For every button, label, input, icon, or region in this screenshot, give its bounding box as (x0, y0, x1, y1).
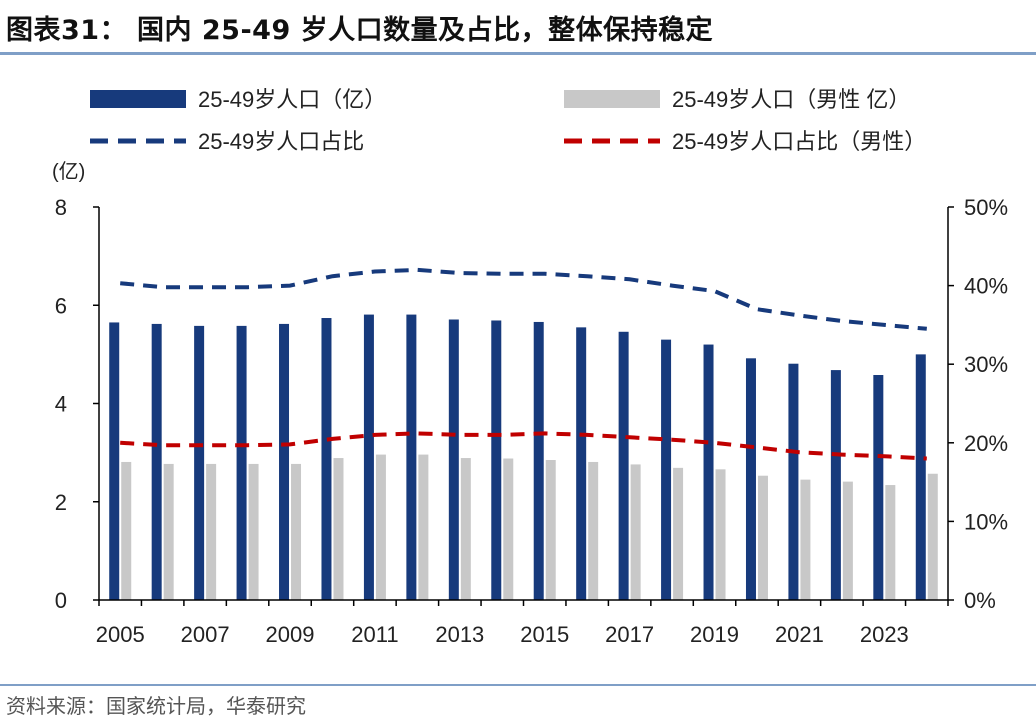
x-tick-label: 2011 (351, 622, 398, 647)
bar-total-2014 (491, 320, 502, 600)
bar-total-2011 (363, 314, 374, 600)
x-tick-label: 2013 (435, 622, 484, 647)
bar-total-2018 (661, 339, 672, 600)
bar-total-2006 (151, 323, 162, 600)
y-right-tick-label: 10% (964, 509, 1008, 534)
bar-male-2021 (800, 479, 811, 600)
bar-male-2010 (333, 458, 344, 600)
x-tick-label: 2009 (266, 622, 315, 647)
y-right-tick-label: 0% (964, 588, 996, 613)
bar-total-2017 (618, 331, 629, 600)
bar-male-2022 (842, 481, 853, 600)
bar-total-2012 (406, 314, 417, 600)
bar-total-2023 (873, 375, 884, 600)
bar-male-2020 (757, 475, 768, 600)
y-right-tick-label: 30% (964, 352, 1008, 377)
bar-male-2017 (630, 464, 641, 600)
bar-total-2024 (915, 354, 926, 600)
bars (109, 314, 938, 600)
y-left-tick-label: 0 (55, 588, 67, 613)
legend: 25-49岁人口（亿） 25-49岁人口（男性 亿） 25-49岁人口占比 25-49… (90, 87, 926, 154)
bar-male-2024 (927, 473, 938, 600)
bar-male-2016 (588, 461, 599, 600)
bar-total-2010 (321, 318, 332, 600)
bar-male-2012 (418, 454, 429, 600)
legend-swatch-0 (90, 90, 186, 108)
legend-label-2: 25-49岁人口占比 (198, 129, 364, 154)
bar-male-2019 (715, 469, 726, 600)
legend-swatch-1 (564, 90, 660, 108)
title-rule (0, 52, 1036, 55)
footer-rule (0, 684, 1036, 686)
x-tick-label: 2015 (520, 622, 569, 647)
y-left-tick-label: 2 (55, 490, 67, 515)
x-tick-label: 2007 (181, 622, 230, 647)
line-share-total (120, 267, 927, 331)
bar-total-2015 (533, 321, 544, 600)
line-share-male (120, 431, 927, 461)
y-right-tick-label: 40% (964, 274, 1008, 299)
bar-total-2013 (448, 319, 459, 600)
bar-male-2015 (545, 459, 556, 600)
chart: 25-49岁人口（亿） 25-49岁人口（男性 亿） 25-49岁人口占比 25-49… (52, 87, 1008, 647)
bar-male-2005 (121, 461, 132, 600)
bar-male-2007 (206, 463, 217, 600)
bar-male-2023 (885, 485, 896, 600)
bar-male-2011 (375, 454, 386, 600)
bar-total-2021 (788, 363, 799, 600)
bar-total-2008 (236, 325, 247, 600)
y-right-tick-label: 50% (964, 195, 1008, 220)
lines (120, 267, 927, 461)
legend-label-0: 25-49岁人口（亿） (198, 87, 386, 112)
y-unit-label: (亿) (52, 160, 85, 183)
bar-male-2018 (673, 467, 684, 600)
bar-total-2007 (194, 325, 205, 600)
bar-male-2009 (291, 463, 302, 600)
x-tick-label: 2005 (96, 622, 145, 647)
bar-male-2014 (503, 458, 514, 600)
source-note: 资料来源：国家统计局，华泰研究 (6, 694, 306, 718)
bar-male-2013 (460, 458, 471, 600)
chart-title: 图表31： 国内 25-49 岁人口数量及占比，整体保持稳定 (6, 15, 714, 46)
bar-total-2009 (279, 323, 290, 600)
x-tick-label: 2017 (605, 622, 654, 647)
bar-male-2006 (163, 463, 174, 600)
y-left-tick-label: 6 (55, 293, 67, 318)
bar-total-2019 (703, 344, 714, 600)
y-left-tick-label: 4 (55, 392, 67, 417)
x-tick-label: 2019 (690, 622, 739, 647)
bar-total-2016 (576, 327, 587, 600)
bar-total-2005 (109, 322, 120, 600)
legend-label-1: 25-49岁人口（男性 亿） (672, 87, 910, 112)
x-tick-label: 2021 (775, 622, 824, 647)
x-tick-label: 2023 (860, 622, 909, 647)
y-right-tick-label: 20% (964, 431, 1008, 456)
bar-male-2008 (248, 463, 259, 600)
y-left-tick-label: 8 (55, 195, 67, 220)
legend-label-3: 25-49岁人口占比（男性） (672, 129, 926, 154)
bar-total-2022 (830, 370, 841, 600)
axes: 0 2 4 6 8 0% 10% 20% 30% 40% 50% 2005 2007 2009 2011 20… (55, 195, 1008, 647)
bar-total-2020 (745, 358, 756, 600)
